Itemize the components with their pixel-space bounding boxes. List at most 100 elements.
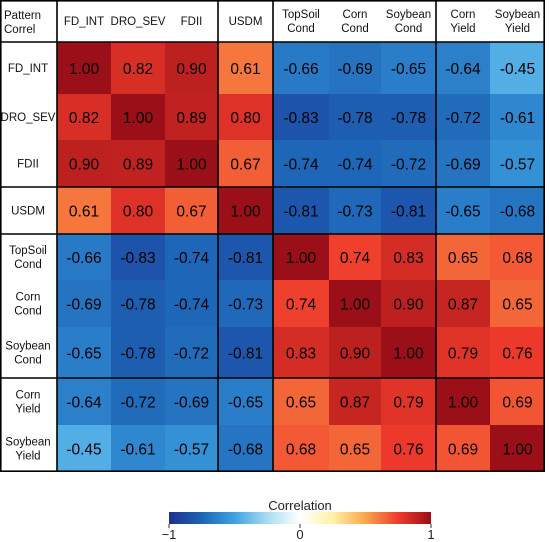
heatmap-cell [436, 234, 490, 280]
heatmap-cell [381, 280, 436, 327]
heatmap-cell [329, 234, 381, 280]
heatmap-cell [381, 94, 436, 140]
heatmap-cell [436, 140, 490, 187]
heatmap-cell [490, 234, 545, 280]
cell-value-label: 0.89 [123, 157, 153, 174]
heatmap-cell [111, 234, 165, 280]
cell-value-label: -0.64 [445, 61, 481, 78]
cell-value-label: 0.83 [393, 250, 423, 267]
heatmap-cell [436, 425, 490, 472]
row-label: USDM [11, 206, 45, 218]
cell-value-label: 0.80 [230, 110, 261, 127]
heatmap-cell [165, 327, 218, 378]
heatmap-cell [165, 280, 218, 327]
heatmap-cell [329, 378, 381, 425]
heatmap-cell [381, 327, 436, 378]
cell-value-label: -0.66 [283, 61, 318, 78]
cell-value-label: 0.83 [286, 346, 316, 363]
cell-value-label: 0.80 [123, 204, 154, 221]
heatmap-cell [381, 42, 436, 94]
column-label: Corn [451, 9, 476, 21]
column-label: Soybean [495, 9, 540, 21]
heatmap-cell [381, 187, 436, 234]
corner-label-text: Pattern [4, 10, 41, 22]
cell-value-label: -0.68 [500, 204, 535, 221]
cell-value-label: -0.74 [174, 297, 210, 314]
cell-value-label: -0.81 [391, 204, 426, 221]
heatmap-cell [57, 234, 111, 280]
cell-value-label: 0.89 [176, 110, 206, 127]
colorbar: Correlation −1 0 1 [162, 498, 435, 542]
heatmap-cell [165, 378, 218, 425]
cell-value-label: 0.68 [502, 250, 532, 267]
heatmap-cell [436, 327, 490, 378]
row-label: Corn [16, 390, 41, 402]
heatmap-cell [273, 42, 329, 94]
column-label: Cond [287, 23, 315, 35]
cell-value-label: 0.90 [69, 157, 100, 174]
column-label: FDII [181, 16, 203, 28]
cell-value-label: 0.79 [393, 395, 423, 412]
cell-value-label: 0.65 [340, 442, 370, 459]
row-label: Yield [15, 404, 40, 416]
cell-value-label: 0.67 [230, 157, 260, 174]
corner-label-text: Correl [4, 24, 35, 36]
cell-value-label: -0.74 [283, 157, 319, 174]
heatmap-cell [57, 327, 111, 378]
cell-value-label: -0.83 [120, 250, 155, 267]
cell-value-label: -0.65 [66, 346, 101, 363]
heatmap-cell [273, 140, 329, 187]
heatmap-cell [57, 187, 111, 234]
cell-value-label: 1.00 [176, 157, 207, 174]
row-label: Cond [14, 259, 42, 271]
cell-value-label: -0.72 [391, 157, 426, 174]
cell-value-label: 0.76 [393, 442, 423, 459]
heatmap-cell [165, 234, 218, 280]
heatmap-cell [329, 140, 381, 187]
colorbar-tick-label: −1 [162, 527, 177, 542]
cell-value-label: -0.73 [337, 204, 372, 221]
colorbar-title: Correlation [268, 498, 332, 513]
cell-value-label: 1.00 [502, 442, 533, 459]
heatmap-cell [490, 280, 545, 327]
heatmap-cell [273, 187, 329, 234]
cell-value-label: -0.66 [66, 250, 101, 267]
heatmap-cell [436, 280, 490, 327]
row-label: FDII [17, 159, 39, 171]
heatmap-cell [57, 94, 111, 140]
heatmap-cell [273, 280, 329, 327]
column-label: Cond [395, 23, 423, 35]
heatmap-cell [436, 378, 490, 425]
column-label: Corn [343, 9, 368, 21]
cell-value-label: 1.00 [230, 204, 261, 221]
heatmap-cell [273, 234, 329, 280]
cell-value-label: -0.65 [228, 395, 263, 412]
cell-value-label: 0.87 [340, 395, 370, 412]
cell-value-label: -0.78 [391, 110, 426, 127]
heatmap-cell [273, 94, 329, 140]
heatmap-cell [273, 425, 329, 472]
cell-value-label: 0.69 [448, 442, 478, 459]
cell-value-label: 0.65 [502, 297, 532, 314]
row-label: Soybean [5, 437, 50, 449]
heatmap-cell [165, 94, 218, 140]
heatmap-cell [165, 140, 218, 187]
heatmap-cell [57, 378, 111, 425]
heatmap-cell [381, 378, 436, 425]
heatmap-cell [57, 280, 111, 327]
column-label: USDM [229, 16, 263, 28]
row-label: Corn [16, 292, 41, 304]
colorbar-tick-label: 1 [427, 527, 434, 542]
cell-value-label: 0.82 [123, 61, 153, 78]
heatmap-cell [490, 94, 545, 140]
cell-value-label: -0.45 [500, 61, 535, 78]
cell-value-label: 1.00 [123, 110, 154, 127]
column-label: DRO_SEV [111, 16, 166, 28]
cell-value-label: 0.61 [69, 204, 99, 221]
cell-value-label: -0.69 [445, 157, 480, 174]
row-label: Yield [15, 451, 40, 463]
cell-value-label: 0.79 [448, 346, 478, 363]
cell-value-label: -0.61 [500, 110, 535, 127]
cell-value-label: 1.00 [69, 61, 100, 78]
heatmap-cell [490, 425, 545, 472]
